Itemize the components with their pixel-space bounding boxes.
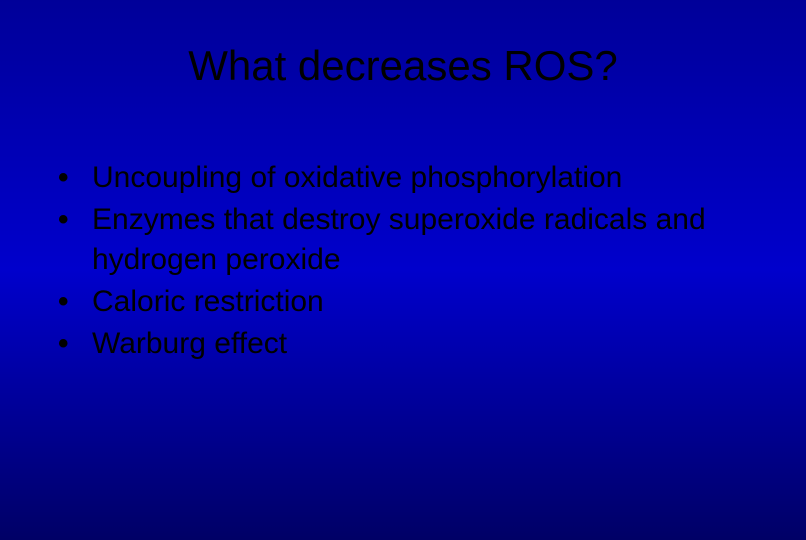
bullet-icon: • <box>58 324 92 364</box>
bullet-icon: • <box>58 200 92 240</box>
list-item: • Caloric restriction <box>58 282 766 322</box>
list-item: • Enzymes that destroy superoxide radica… <box>58 200 766 280</box>
bullet-text: Enzymes that destroy superoxide radicals… <box>92 200 766 280</box>
slide-title: What decreases ROS? <box>0 42 806 90</box>
list-item: • Warburg effect <box>58 324 766 364</box>
bullet-text: Caloric restriction <box>92 282 766 322</box>
list-item: • Uncoupling of oxidative phosphorylatio… <box>58 158 766 198</box>
bullet-text: Warburg effect <box>92 324 766 364</box>
bullet-text: Uncoupling of oxidative phosphorylation <box>92 158 766 198</box>
bullet-list: • Uncoupling of oxidative phosphorylatio… <box>58 158 766 366</box>
bullet-icon: • <box>58 158 92 198</box>
bullet-icon: • <box>58 282 92 322</box>
slide: What decreases ROS? • Uncoupling of oxid… <box>0 0 806 540</box>
